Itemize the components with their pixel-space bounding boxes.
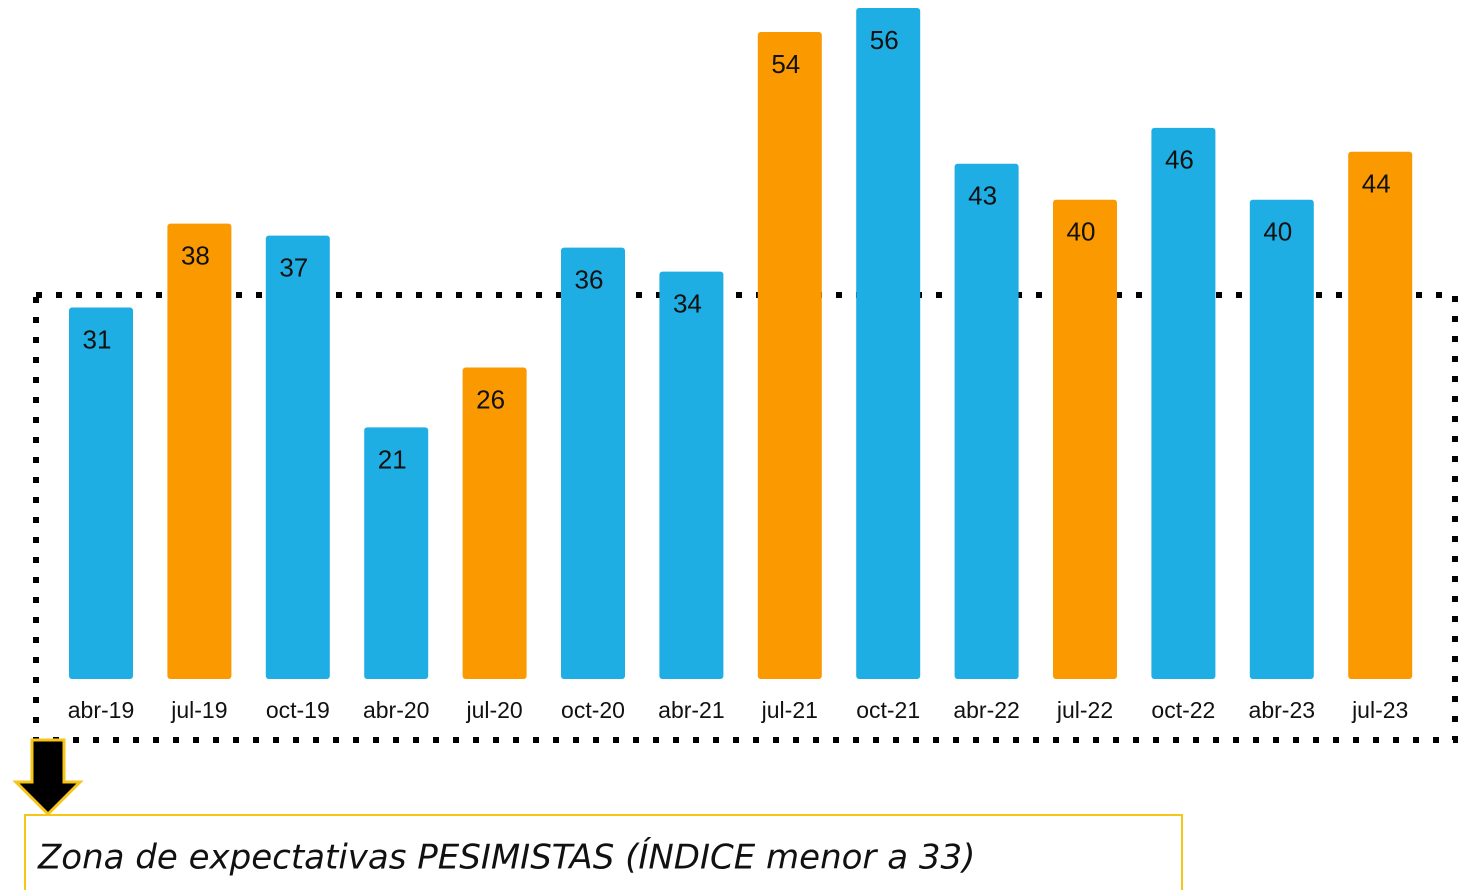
x-tick-label: jul-21 — [761, 697, 818, 723]
arrow — [12, 738, 84, 817]
annotation: Zona de expectativas PESIMISTAS (ÍNDICE … — [37, 837, 975, 878]
value-label: 26 — [476, 384, 505, 414]
bar — [954, 163, 1019, 680]
bar — [167, 223, 232, 679]
bar — [364, 427, 429, 679]
value-label: 38 — [181, 241, 210, 271]
x-tick-label: jul-19 — [170, 697, 227, 723]
x-tick-label: abr-22 — [953, 697, 1019, 723]
x-tick-label: oct-22 — [1151, 697, 1215, 723]
x-tick-label: abr-21 — [658, 697, 724, 723]
x-tick-label: jul-20 — [465, 697, 522, 723]
value-label: 34 — [673, 288, 702, 318]
value-label: 31 — [83, 324, 112, 354]
bar — [265, 235, 330, 680]
x-tick-label: abr-19 — [68, 697, 134, 723]
value-label: 21 — [378, 444, 407, 474]
bar — [1348, 151, 1413, 680]
x-tick-label: jul-23 — [1351, 697, 1408, 723]
bar — [69, 307, 133, 679]
bar — [1053, 199, 1117, 679]
x-tick-label: oct-19 — [266, 697, 330, 723]
annotation-box — [24, 814, 1183, 890]
value-label: 46 — [1165, 145, 1194, 175]
bar — [757, 31, 822, 679]
value-label: 43 — [968, 181, 997, 211]
bar — [561, 247, 625, 679]
x-tick-label: jul-22 — [1056, 697, 1113, 723]
bar — [856, 8, 921, 679]
value-label: 40 — [1263, 217, 1292, 247]
bar — [1151, 127, 1216, 680]
bars: 31 abr-19 38 jul-19 37 oct-19 21 abr-20 26 jul-20… — [68, 8, 1413, 723]
x-tick-label: oct-20 — [561, 697, 625, 723]
value-label: 40 — [1067, 217, 1096, 247]
bar — [659, 271, 724, 679]
value-label: 54 — [771, 49, 800, 79]
bar — [1249, 199, 1314, 679]
value-label: 44 — [1362, 169, 1391, 199]
value-label: 56 — [870, 25, 899, 55]
value-label: 37 — [279, 253, 308, 283]
bar — [462, 367, 527, 679]
value-label: 36 — [575, 265, 604, 295]
x-tick-label: abr-23 — [1249, 697, 1315, 723]
x-tick-label: abr-20 — [363, 697, 429, 723]
pessimist-zone-box — [33, 292, 1458, 743]
x-tick-label: oct-21 — [856, 697, 920, 723]
